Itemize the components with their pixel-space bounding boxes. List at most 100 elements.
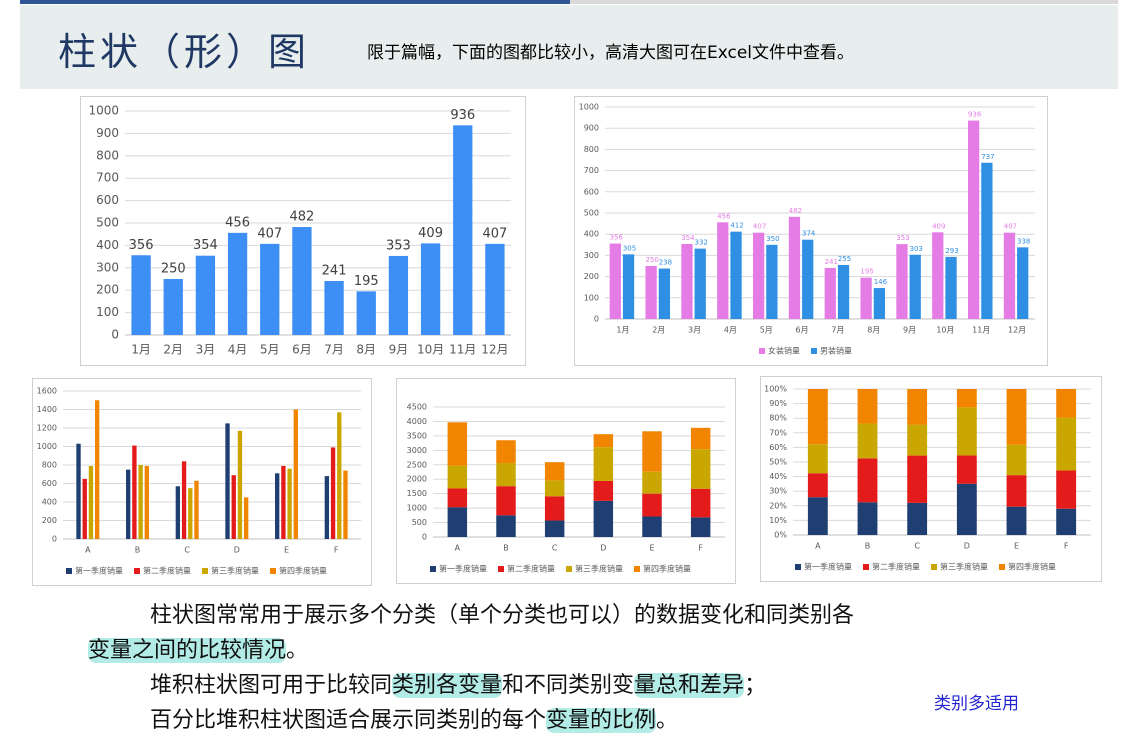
bar <box>766 244 778 319</box>
bar <box>356 291 376 335</box>
text-line: 堆积柱状图可用于比较同类别各变量和不同类别变量总和差异； <box>88 668 854 703</box>
x-tick-label: 9月 <box>903 326 916 335</box>
x-tick-label: 4月 <box>228 343 248 357</box>
bar <box>94 400 100 539</box>
y-tick-label: 100 <box>96 305 119 319</box>
y-tick-label: 800 <box>96 148 119 162</box>
bar <box>837 264 850 319</box>
bar-segment <box>1006 389 1027 445</box>
bar-segment <box>907 455 928 503</box>
legend-label: 第三季度销量 <box>575 564 623 574</box>
bar <box>287 468 292 539</box>
legend-label: 第三季度销量 <box>211 566 259 576</box>
text-line: 百分比堆积柱状图适合展示同类别的每个变量的比例。 <box>88 703 854 738</box>
bar-segment <box>593 434 614 448</box>
y-tick-label: 30% <box>769 487 787 496</box>
x-tick-label: D <box>234 546 240 555</box>
x-tick-label: B <box>503 544 509 553</box>
legend-label: 第二季度销量 <box>143 566 191 576</box>
bar-segment <box>447 488 468 508</box>
legend-label: 第四季度销量 <box>1008 562 1056 572</box>
y-tick-label: 400 <box>584 230 599 239</box>
y-tick-label: 1500 <box>407 489 427 498</box>
x-tick-label: 11月 <box>449 343 476 357</box>
bar <box>343 470 348 539</box>
y-tick-label: 200 <box>42 516 57 525</box>
legend-swatch <box>270 568 276 574</box>
data-label: 195 <box>354 274 379 289</box>
x-tick-label: A <box>85 546 91 555</box>
bar <box>131 255 151 335</box>
bar-segment <box>593 480 614 501</box>
data-label: 255 <box>838 255 851 263</box>
y-tick-label: 0 <box>594 315 599 324</box>
bar-segment <box>1056 417 1077 471</box>
header: 柱状（形）图 限于篇幅，下面的图都比较小，高清大图可在Excel文件中查看。 <box>20 5 1118 89</box>
bar-segment <box>447 507 468 537</box>
bar-segment <box>1006 444 1027 476</box>
legend-swatch <box>134 568 140 574</box>
x-tick-label: B <box>135 546 141 555</box>
bar-segment <box>690 517 711 537</box>
bar-segment <box>907 389 928 425</box>
bar <box>330 447 336 539</box>
y-tick-label: 100 <box>584 293 599 302</box>
bar <box>860 277 872 319</box>
bar <box>824 267 836 319</box>
chart-panel: 0 500 1000 1500 2000 2500 3000 3500 4000 4500 A B C D… <box>396 378 736 584</box>
bar-segment <box>807 444 828 474</box>
bar <box>82 478 87 539</box>
bar-segment <box>807 389 828 445</box>
x-tick-label: 2月 <box>163 343 183 357</box>
bar-segment <box>544 480 565 497</box>
data-label: 354 <box>681 234 695 242</box>
legend-swatch <box>863 564 869 570</box>
data-label: 407 <box>753 223 766 231</box>
top-rule <box>570 0 1118 4</box>
y-tick-label: 900 <box>584 124 599 133</box>
bar-segment <box>1006 475 1027 507</box>
bar-segment <box>857 389 878 424</box>
legend-swatch <box>999 564 1005 570</box>
legend-swatch <box>759 348 765 354</box>
text: 百分比堆积柱状图适合展示同类别的每个 <box>150 708 547 733</box>
bar-segment <box>956 389 977 408</box>
data-label: 456 <box>717 212 731 220</box>
y-tick-label: 100% <box>764 385 787 394</box>
bar-segment <box>690 488 711 518</box>
bar <box>324 476 330 539</box>
bar <box>88 465 94 539</box>
legend-label: 第四季度销量 <box>279 566 327 576</box>
bar <box>126 469 131 539</box>
bar <box>1017 247 1029 319</box>
bar-segment <box>642 493 662 517</box>
data-label: 241 <box>825 258 838 266</box>
legend-label: 第二季度销量 <box>872 562 920 572</box>
y-tick-label: 400 <box>42 498 57 507</box>
legend-swatch <box>66 568 72 574</box>
chart-panel: 0% 10% 20% 30% 40% 50% 60% 70% 80% 90% 100% A B C D E F 第… <box>760 376 1102 582</box>
y-tick-label: 90% <box>769 399 787 408</box>
x-tick-label: 11月 <box>972 326 990 335</box>
x-tick-label: 8月 <box>867 326 880 335</box>
bar <box>932 232 944 319</box>
bar <box>967 120 980 320</box>
y-tick-label: 0 <box>111 328 119 342</box>
bar <box>144 465 149 539</box>
bar-segment <box>690 449 711 489</box>
legend-label: 第二季度销量 <box>507 564 555 574</box>
bar-segment <box>956 483 977 535</box>
x-tick-label: A <box>455 544 461 553</box>
y-tick-label: 3000 <box>407 446 427 455</box>
legend-label: 第四季度销量 <box>643 564 691 574</box>
data-label: 195 <box>860 268 873 276</box>
bar <box>788 216 801 319</box>
bar-segment <box>907 424 928 456</box>
data-label: 338 <box>1017 237 1030 245</box>
legend-label: 男装销量 <box>820 346 852 356</box>
bar <box>717 222 729 319</box>
bar <box>260 243 280 335</box>
y-tick-label: 400 <box>96 238 119 252</box>
y-tick-label: 2500 <box>407 460 427 469</box>
bar-segment <box>690 427 711 450</box>
